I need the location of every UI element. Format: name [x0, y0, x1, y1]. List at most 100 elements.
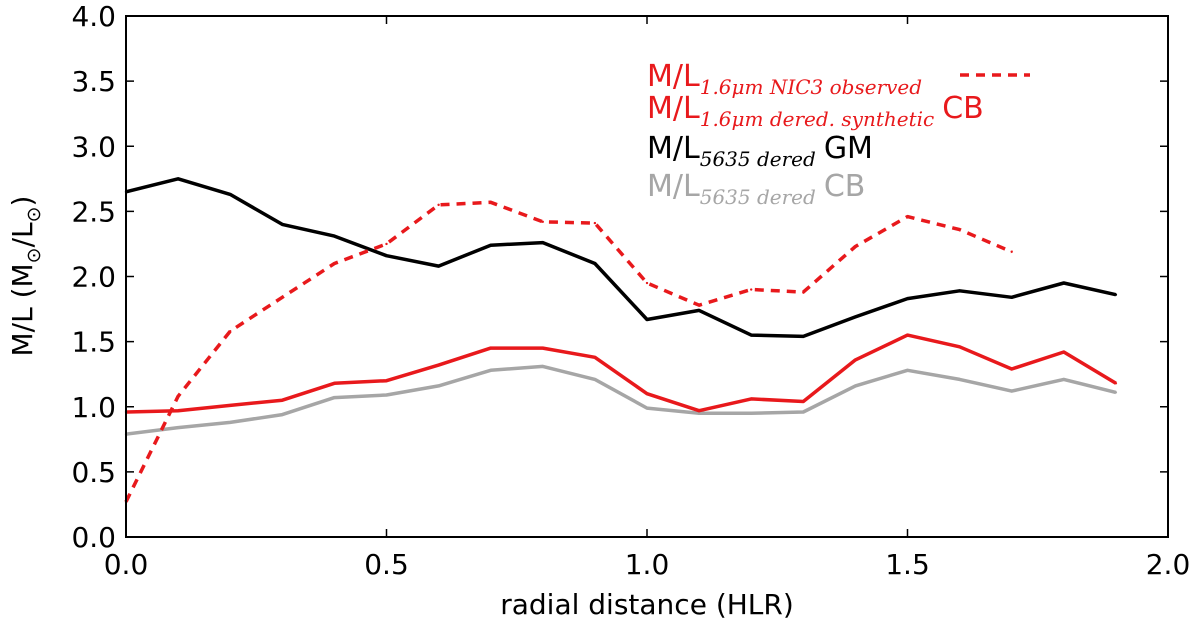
data-point: [593, 221, 597, 225]
y-axis-label-mid: /L: [6, 222, 39, 247]
data-point: [489, 201, 492, 204]
data-point: [489, 346, 492, 350]
legend-subscript: 5635 dered: [700, 185, 816, 209]
data-point: [281, 223, 284, 226]
data-point: [385, 254, 388, 257]
legend-main-label: M/L: [647, 169, 700, 204]
data-point: [489, 244, 492, 247]
data-point: [802, 410, 805, 414]
data-point: [385, 379, 388, 382]
data-point: [541, 220, 544, 223]
data-point: [958, 228, 961, 231]
data-point: [229, 404, 232, 407]
data-point: [229, 330, 232, 333]
data-point: [333, 234, 336, 238]
series-1: [124, 333, 1118, 414]
legend-entry-0: M/L1.6μm NIC3 observed: [647, 59, 922, 99]
legend-main-label: M/L: [647, 131, 700, 166]
data-point: [697, 303, 701, 307]
data-point: [437, 363, 440, 367]
data-point: [958, 289, 961, 293]
y-axis-label-suffix: ): [6, 195, 39, 206]
x-tick-label: 0.5: [364, 548, 409, 581]
data-point: [854, 245, 857, 248]
legend-entry-2: M/L5635 dered GM: [647, 131, 873, 171]
data-point: [697, 409, 701, 412]
data-point: [333, 262, 336, 265]
y-tick-label: 0.5: [71, 456, 116, 489]
legend-main-label: M/L: [647, 59, 700, 94]
legend-main-label: M/L: [647, 91, 700, 126]
series-line: [124, 200, 1013, 503]
data-point: [1010, 296, 1013, 299]
data-point: [1114, 382, 1118, 385]
x-axis-label: radial distance (HLR): [500, 588, 794, 620]
data-point: [854, 315, 857, 319]
data-point: [750, 288, 753, 291]
data-point: [593, 356, 597, 359]
y-tick-label: 1.0: [71, 391, 116, 424]
data-point: [541, 365, 544, 368]
data-point: [750, 397, 753, 401]
series-2: [124, 177, 1118, 339]
y-tick-label: 1.5: [71, 326, 116, 359]
y-axis-label-prefix: M/L (M: [6, 263, 39, 356]
data-point: [541, 241, 544, 244]
data-point: [229, 421, 232, 424]
data-point: [1010, 389, 1013, 393]
legend-suffix: CB: [824, 169, 866, 204]
legend-subscript: 1.6μm dered. synthetic: [700, 107, 935, 131]
data-point: [385, 242, 388, 246]
y-tick-label: 2.0: [71, 261, 116, 294]
data-point: [385, 393, 388, 397]
data-point: [333, 396, 336, 399]
y-tick-label: 4.0: [71, 0, 116, 33]
data-point: [906, 297, 909, 300]
data-point: [176, 409, 180, 412]
y-axis-label-sun-symbol: ⊙: [23, 206, 45, 222]
data-point: [437, 264, 440, 268]
y-tick-label: 0.0: [71, 521, 116, 554]
legend-entry-3: M/L5635 dered CB: [647, 169, 865, 209]
data-point: [489, 369, 492, 372]
series-3: [124, 364, 1118, 436]
data-point: [437, 384, 440, 388]
data-point: [645, 406, 649, 410]
tick-layer: 0.0 0.5 1.0 1.5 2.0 0.0 0.5 1.0 1.5 2.0 2.5 3.0 3.5 4…: [71, 0, 1190, 581]
data-point: [281, 399, 284, 402]
legend-suffix: CB: [942, 91, 984, 126]
data-point: [176, 177, 180, 181]
data-point: [802, 290, 805, 294]
legend-subscript: 5635 dered: [700, 147, 816, 171]
data-point: [958, 378, 961, 381]
data-point: [1114, 391, 1118, 394]
x-tick-label: 2.0: [1146, 548, 1191, 581]
data-point: [906, 215, 909, 218]
data-point: [906, 333, 909, 337]
data-point: [1010, 367, 1013, 371]
data-point: [176, 395, 180, 398]
data-point: [854, 358, 857, 362]
legend-entry-1: M/L1.6μm dered. synthetic CB: [647, 91, 984, 131]
data-point: [906, 369, 909, 372]
y-tick-label: 2.5: [71, 195, 116, 228]
legend-suffix: GM: [824, 131, 873, 166]
series-line: [125, 177, 1117, 339]
series-line: [125, 364, 1117, 436]
data-point: [333, 382, 336, 385]
x-tick-label: 0.0: [104, 548, 149, 581]
series-layer: [124, 177, 1118, 504]
data-point: [1114, 293, 1118, 296]
y-tick-label: 3.0: [71, 130, 116, 163]
data-point: [645, 318, 649, 321]
y-axis-label-sun-symbol: ⊙: [23, 247, 45, 263]
data-point: [802, 400, 805, 403]
y-tick-label: 3.5: [71, 65, 116, 98]
data-point: [802, 335, 805, 338]
data-point: [750, 333, 753, 337]
data-point: [281, 296, 284, 299]
y-axis-label: M/L (M⊙/L⊙): [6, 195, 45, 356]
data-point: [645, 281, 649, 285]
data-point: [593, 262, 597, 265]
